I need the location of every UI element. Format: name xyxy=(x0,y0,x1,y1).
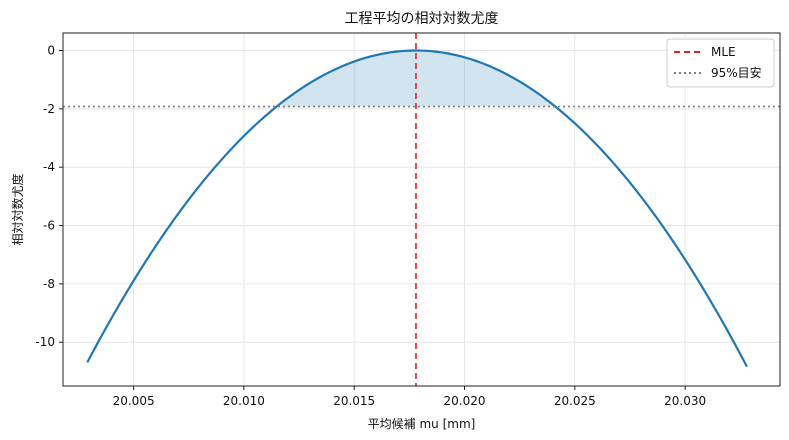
x-axis-label: 平均候補 mu [mm] xyxy=(368,417,476,431)
x-tick-label: 20.025 xyxy=(554,394,596,408)
y-tick-label: -10 xyxy=(35,335,55,349)
ticks: 20.005 20.010 20.015 20.020 20.025 20.030 0 -2 -… xyxy=(35,44,706,408)
reference-lines xyxy=(63,33,780,386)
x-tick-label: 20.005 xyxy=(113,394,155,408)
y-tick-label: -4 xyxy=(43,160,55,174)
y-axis-label: 相対対数尤度 xyxy=(10,173,25,245)
x-tick-label: 20.015 xyxy=(333,394,375,408)
legend-mle-label: MLE xyxy=(711,45,736,59)
y-tick-label: -6 xyxy=(43,219,55,233)
y-tick-label: -8 xyxy=(43,277,55,291)
confidence-region xyxy=(281,50,555,107)
x-tick-label: 20.020 xyxy=(444,394,486,408)
grid xyxy=(63,33,780,386)
y-tick-label: -2 xyxy=(43,102,55,116)
log-likelihood-curve xyxy=(86,49,748,368)
legend: MLE 95%目安 xyxy=(666,38,775,88)
plot-frame xyxy=(62,32,781,387)
x-tick-label: 20.030 xyxy=(664,394,706,408)
chart-title: 工程平均の相対対数尤度 xyxy=(345,11,499,27)
x-tick-label: 20.010 xyxy=(223,394,265,408)
y-tick-label: 0 xyxy=(47,44,55,58)
curve-layer xyxy=(86,49,748,368)
shaded-region-layer xyxy=(281,50,555,107)
legend-box xyxy=(666,38,775,88)
legend-ci-label: 95%目安 xyxy=(711,65,762,80)
